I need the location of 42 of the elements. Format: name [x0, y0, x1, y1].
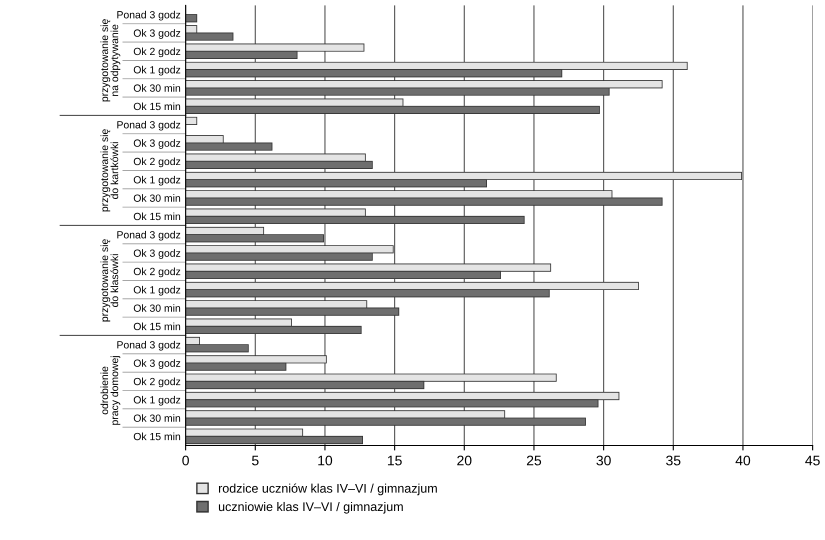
bar	[186, 116, 198, 126]
text: przygotowanie się na odpytywanie	[100, 19, 120, 102]
legend-label: uczniowie klas IV–VI / gimnazjum	[218, 502, 403, 514]
y-tick-label: Ok 15 min	[134, 322, 180, 330]
y-tick-label: Ok 2 godz	[134, 47, 180, 58]
y-tick-label: Ponad 3 godz	[117, 120, 180, 131]
x-tick-label: 0	[182, 456, 189, 466]
y-tick-label: Ok 15 min	[134, 432, 180, 440]
y-tick-label: Ok 2 godz	[134, 378, 180, 388]
x-tick-label: 10	[318, 456, 332, 466]
x-tick-label: 45	[805, 456, 820, 466]
x-tick-label: 20	[457, 456, 472, 466]
y-tick-label: Ok 1 godz	[134, 396, 180, 406]
x-tick-label: 15	[388, 456, 402, 466]
y-tick-label: Ok 30 min	[134, 84, 180, 92]
y-tick-label: Ok 30 min	[134, 414, 180, 422]
y-tick-label: Ok 3 godz	[134, 139, 180, 149]
y-tick-label: Ponad 3 godz	[117, 230, 180, 241]
text: odrobienie pracy domowej	[100, 356, 120, 425]
y-tick-label: Ok 1 godz	[134, 176, 180, 186]
y-tick-label: Ok 30 min	[134, 304, 180, 312]
text: przygotowanie się do klasówki	[100, 239, 118, 322]
x-tick-label: 30	[596, 456, 611, 466]
legend-label: rodzice uczniów klas IV–VI / gimnazjum	[218, 483, 437, 496]
x-tick-label: 35	[666, 456, 680, 466]
y-tick-label: Ok 30 min	[134, 194, 180, 202]
y-tick-label: Ok 15 min	[134, 102, 180, 110]
x-tick-label: 5	[252, 456, 259, 466]
y-tick-label: Ponad 3 godz	[117, 340, 180, 351]
y-tick-label: Ok 3 godz	[134, 29, 180, 39]
y-tick-label: Ok 2 godz	[134, 268, 180, 278]
y-tick-label: Ok 3 godz	[134, 249, 180, 259]
y-tick-label: Ok 15 min	[134, 212, 180, 220]
y-tick-label: Ponad 3 godz	[117, 10, 180, 21]
y-tick-label: Ok 2 godz	[134, 157, 180, 168]
text: przygotowanie się do kartkówki	[100, 129, 118, 212]
y-tick-label: Ok 3 godz	[134, 359, 180, 369]
x-tick-label: 25	[526, 456, 542, 466]
y-tick-label: Ok 1 godz	[134, 66, 180, 76]
bar	[186, 14, 198, 22]
y-tick-label: Ok 1 godz	[134, 286, 180, 296]
x-tick-label: 40	[736, 456, 750, 466]
